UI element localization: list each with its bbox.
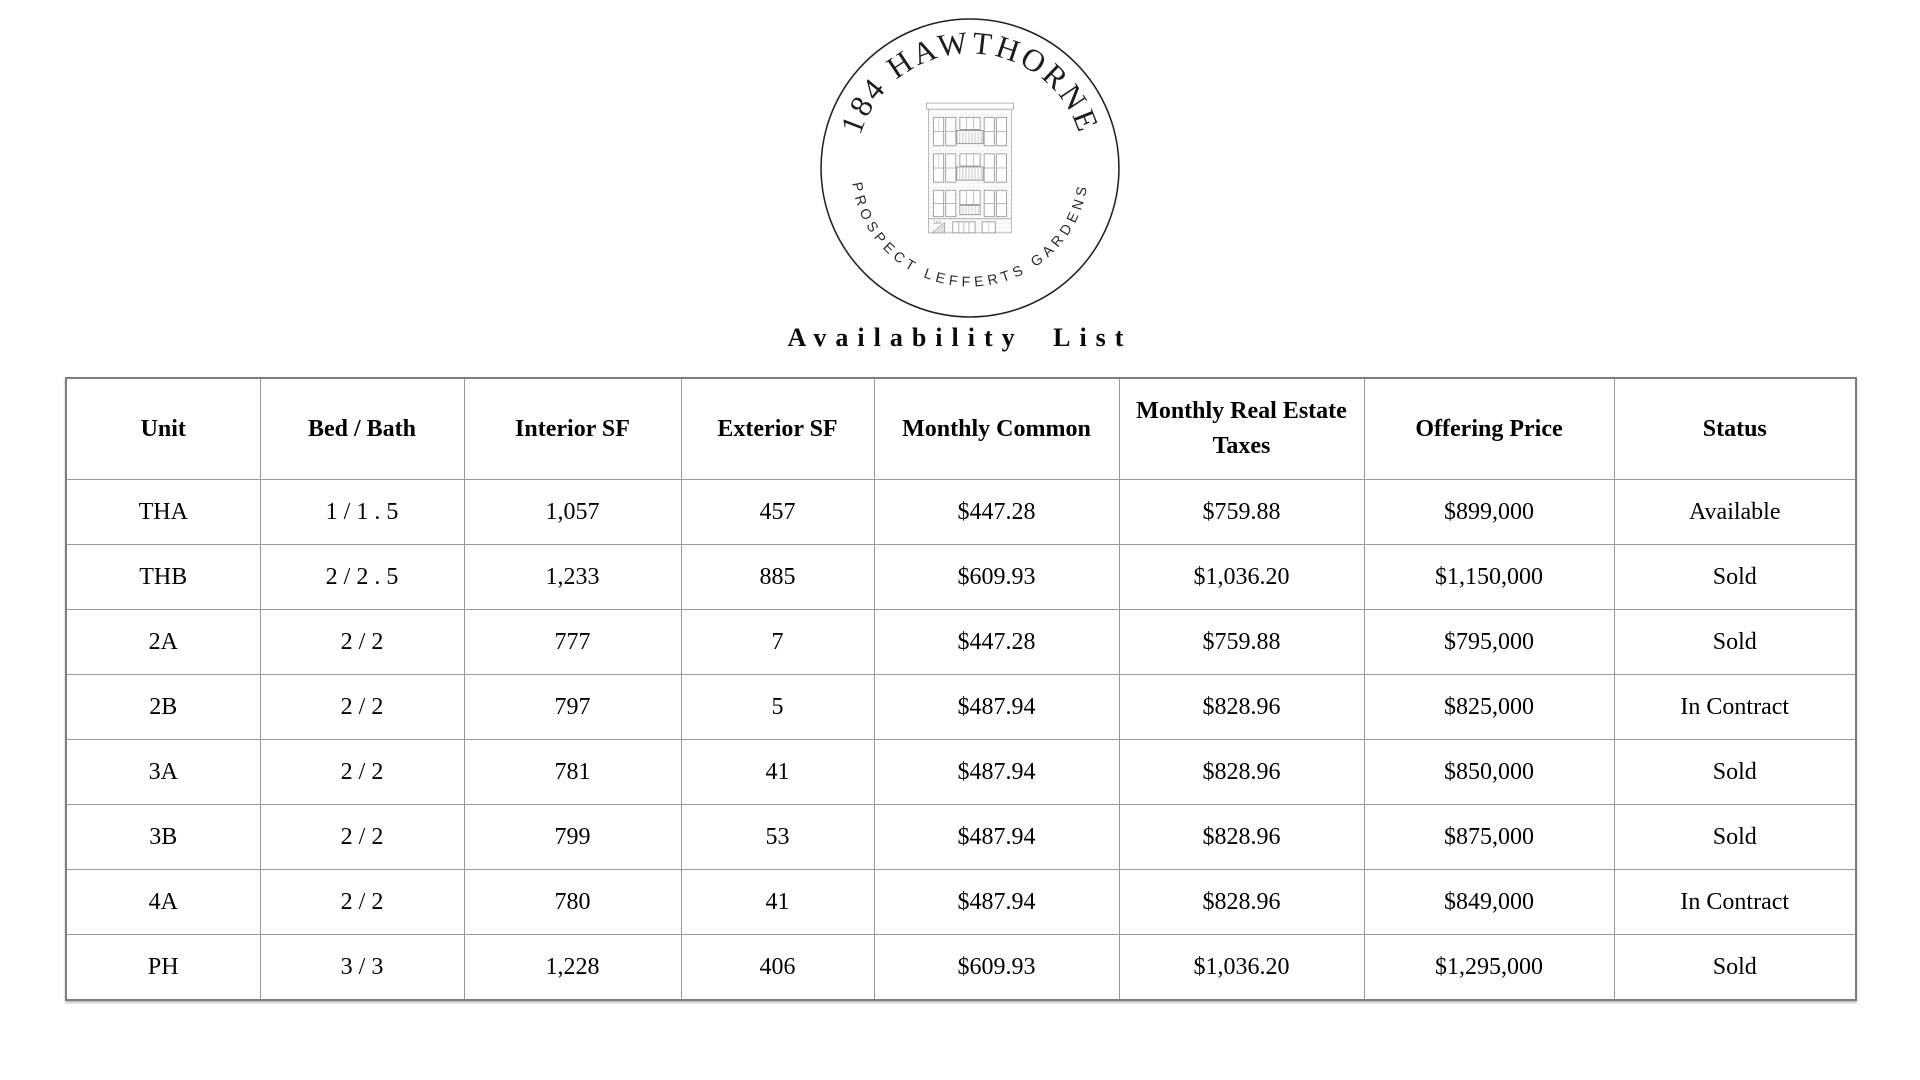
table-row: 3A 2 / 2 781 41 $487.94 $828.96 $850,000 Sold bbox=[65, 739, 1857, 805]
cell-offering-price: $825,000 bbox=[1363, 674, 1615, 740]
cell-monthly-taxes: $828.96 bbox=[1118, 869, 1365, 935]
cell-monthly-taxes: $759.88 bbox=[1118, 609, 1365, 675]
cell-monthly-common: $487.94 bbox=[873, 804, 1120, 870]
cell-offering-price: $795,000 bbox=[1363, 609, 1615, 675]
cell-unit: THB bbox=[65, 544, 261, 610]
cell-unit: 4A bbox=[65, 869, 261, 935]
cell-monthly-taxes: $828.96 bbox=[1118, 804, 1365, 870]
header-row: Unit Bed / Bath Interior SF Exterior SF … bbox=[65, 377, 1857, 480]
cell-interior-sf: 799 bbox=[463, 804, 682, 870]
cell-unit: 3B bbox=[65, 804, 261, 870]
table-row: 3B 2 / 2 799 53 $487.94 $828.96 $875,000 Sold bbox=[65, 804, 1857, 870]
table-row: PH 3 / 3 1,228 406 $609.93 $1,036.20 $1,295,00… bbox=[65, 934, 1857, 1001]
cell-bed-bath: 3 / 3 bbox=[259, 934, 465, 1001]
col-header-monthly-common: Monthly Common bbox=[873, 377, 1120, 480]
cell-monthly-common: $447.28 bbox=[873, 479, 1120, 545]
cell-unit: THA bbox=[65, 479, 261, 545]
cell-monthly-common: $487.94 bbox=[873, 674, 1120, 740]
cell-interior-sf: 797 bbox=[463, 674, 682, 740]
cell-exterior-sf: 7 bbox=[680, 609, 875, 675]
cell-monthly-common: $609.93 bbox=[873, 934, 1120, 1001]
cell-monthly-taxes: $828.96 bbox=[1118, 739, 1365, 805]
table-row: 2A 2 / 2 777 7 $447.28 $759.88 $795,000 Sold bbox=[65, 609, 1857, 675]
building-illustration-icon: 184 bbox=[926, 102, 1014, 234]
logo-circle bbox=[820, 18, 1120, 318]
building-logo: 184 HAWTHORNE PROSPECT LEFFERTS GARDENS bbox=[818, 16, 1122, 320]
cell-exterior-sf: 41 bbox=[680, 869, 875, 935]
cell-interior-sf: 1,233 bbox=[463, 544, 682, 610]
col-header-monthly-taxes: Monthly Real Estate Taxes bbox=[1118, 377, 1365, 480]
cell-status: Sold bbox=[1613, 934, 1857, 1001]
cell-offering-price: $850,000 bbox=[1363, 739, 1615, 805]
cell-bed-bath: 2 / 2 bbox=[259, 609, 465, 675]
cell-status: Sold bbox=[1613, 739, 1857, 805]
cell-bed-bath: 2 / 2 bbox=[259, 869, 465, 935]
cell-bed-bath: 2 / 2 bbox=[259, 804, 465, 870]
cell-interior-sf: 1,057 bbox=[463, 479, 682, 545]
table-body: THA 1 / 1 . 5 1,057 457 $447.28 $759.88 $899,0… bbox=[65, 479, 1857, 1001]
cell-monthly-taxes: $1,036.20 bbox=[1118, 934, 1365, 1001]
cell-bed-bath: 2 / 2 bbox=[259, 674, 465, 740]
cell-monthly-taxes: $1,036.20 bbox=[1118, 544, 1365, 610]
cell-unit: 2A bbox=[65, 609, 261, 675]
col-header-unit: Unit bbox=[65, 377, 261, 480]
cell-exterior-sf: 53 bbox=[680, 804, 875, 870]
cell-exterior-sf: 41 bbox=[680, 739, 875, 805]
cell-bed-bath: 1 / 1 . 5 bbox=[259, 479, 465, 545]
cell-exterior-sf: 5 bbox=[680, 674, 875, 740]
cell-offering-price: $849,000 bbox=[1363, 869, 1615, 935]
cell-unit: PH bbox=[65, 934, 261, 1001]
table-row: THA 1 / 1 . 5 1,057 457 $447.28 $759.88 $899,0… bbox=[65, 479, 1857, 545]
cell-status: Available bbox=[1613, 479, 1857, 545]
cell-status: Sold bbox=[1613, 804, 1857, 870]
cell-exterior-sf: 457 bbox=[680, 479, 875, 545]
table-row: 4A 2 / 2 780 41 $487.94 $828.96 $849,000 In Con… bbox=[65, 869, 1857, 935]
col-header-interior-sf: Interior SF bbox=[463, 377, 682, 480]
page-title: Availability List bbox=[787, 323, 1133, 352]
cell-exterior-sf: 885 bbox=[680, 544, 875, 610]
cell-monthly-taxes: $759.88 bbox=[1118, 479, 1365, 545]
cell-status: In Contract bbox=[1613, 674, 1857, 740]
col-header-exterior-sf: Exterior SF bbox=[680, 377, 875, 480]
col-header-status: Status bbox=[1613, 377, 1857, 480]
cell-exterior-sf: 406 bbox=[680, 934, 875, 1001]
cell-monthly-common: $487.94 bbox=[873, 869, 1120, 935]
availability-table: Unit Bed / Bath Interior SF Exterior SF … bbox=[65, 377, 1857, 1001]
table-row: THB 2 / 2 . 5 1,233 885 $609.93 $1,036.20 $1,1… bbox=[65, 544, 1857, 610]
cell-monthly-common: $487.94 bbox=[873, 739, 1120, 805]
col-header-bed-bath: Bed / Bath bbox=[259, 377, 465, 480]
table-header: Unit Bed / Bath Interior SF Exterior SF … bbox=[65, 377, 1857, 480]
cell-bed-bath: 2 / 2 bbox=[259, 739, 465, 805]
cell-bed-bath: 2 / 2 . 5 bbox=[259, 544, 465, 610]
cell-interior-sf: 777 bbox=[463, 609, 682, 675]
cell-offering-price: $1,150,000 bbox=[1363, 544, 1615, 610]
cell-offering-price: $899,000 bbox=[1363, 479, 1615, 545]
cell-status: In Contract bbox=[1613, 869, 1857, 935]
building-number-label: 184 bbox=[934, 220, 942, 225]
col-header-offering-price: Offering Price bbox=[1363, 377, 1615, 480]
cell-monthly-common: $609.93 bbox=[873, 544, 1120, 610]
cell-interior-sf: 780 bbox=[463, 869, 682, 935]
logo-svg: 184 HAWTHORNE PROSPECT LEFFERTS GARDENS bbox=[820, 18, 1120, 318]
cell-unit: 3A bbox=[65, 739, 261, 805]
cell-monthly-common: $447.28 bbox=[873, 609, 1120, 675]
cell-status: Sold bbox=[1613, 544, 1857, 610]
cell-unit: 2B bbox=[65, 674, 261, 740]
table-row: 2B 2 / 2 797 5 $487.94 $828.96 $825,000 In Cont… bbox=[65, 674, 1857, 740]
cell-monthly-taxes: $828.96 bbox=[1118, 674, 1365, 740]
cell-offering-price: $875,000 bbox=[1363, 804, 1615, 870]
cell-interior-sf: 781 bbox=[463, 739, 682, 805]
cell-status: Sold bbox=[1613, 609, 1857, 675]
cell-interior-sf: 1,228 bbox=[463, 934, 682, 1001]
cell-offering-price: $1,295,000 bbox=[1363, 934, 1615, 1001]
